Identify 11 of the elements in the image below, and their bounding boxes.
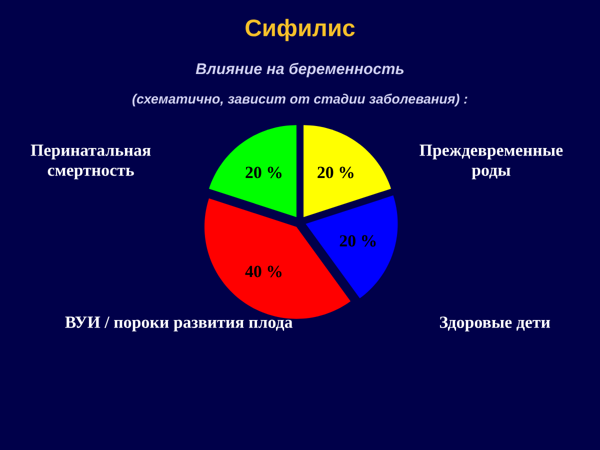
slice-label: Здоровые дети bbox=[440, 316, 550, 332]
data-label: 40 % bbox=[245, 266, 282, 278]
data-label: 20 % bbox=[318, 166, 354, 178]
data-label: 20 % bbox=[340, 235, 376, 247]
slice-label: Преждевременные роды bbox=[420, 144, 563, 180]
chart-subtitle: Влияние на беременность bbox=[196, 62, 404, 78]
text: (схематично, зависит от стадии заболевания) : bbox=[132, 94, 468, 106]
slice-label: ВУИ / пороки развития плода bbox=[65, 316, 293, 332]
slice-label: Перинатальная смертность bbox=[30, 144, 151, 180]
chart-title: Сифилис bbox=[246, 18, 355, 42]
data-label: 20 % bbox=[246, 166, 282, 178]
